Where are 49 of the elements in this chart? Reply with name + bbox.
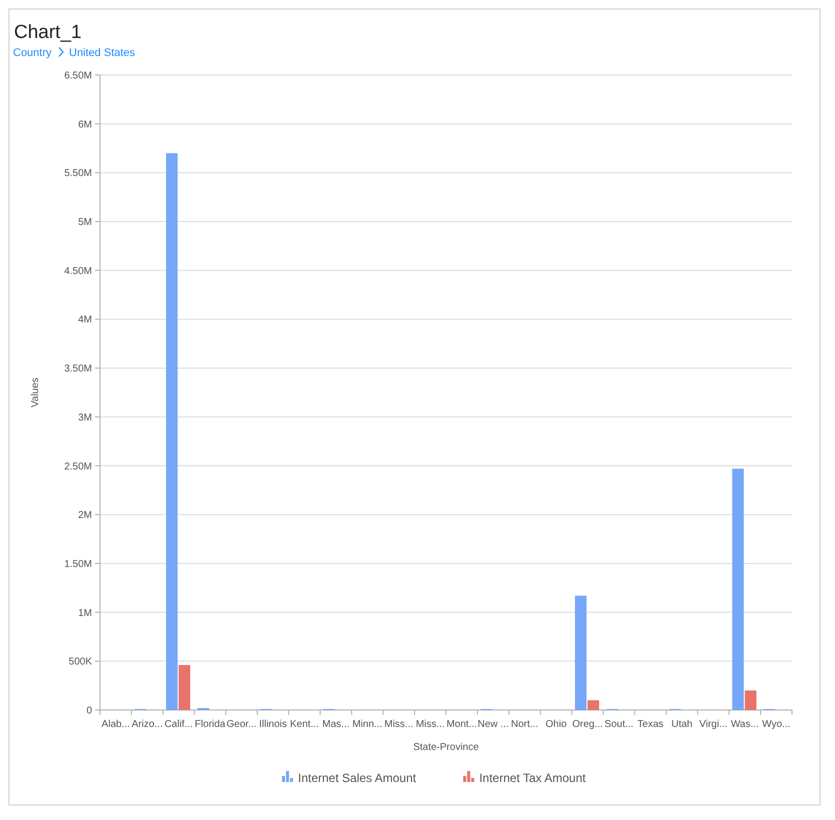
y-tick-label: 500K — [68, 656, 92, 668]
x-tick-label: Arizo... — [132, 719, 163, 730]
x-tick-label: Texas — [637, 719, 664, 730]
bar — [178, 665, 190, 710]
text: Country — [13, 47, 52, 59]
x-tick-label: Geor... — [226, 719, 257, 730]
x-tick-label: Ohio — [546, 719, 568, 730]
y-tick-label: 4M — [78, 314, 92, 326]
x-tick-label: Was... — [730, 719, 759, 730]
y-tick-label: 4.50M — [64, 266, 92, 277]
y-tick-label: 5.50M — [64, 168, 92, 180]
x-tick-label: Miss... — [384, 719, 414, 730]
x-axis-title: State-Province — [413, 742, 480, 753]
x-tick-label: Florida — [194, 719, 226, 730]
x-tick-label: Wyo... — [762, 719, 790, 730]
y-tick-label: 3.50M — [64, 364, 92, 375]
y-axis-title: Values — [30, 378, 41, 408]
legend-label: Internet Tax Amount — [479, 771, 586, 785]
y-tick-label: 3M — [78, 412, 92, 424]
text: United States — [69, 47, 136, 59]
x-tick-label: Utah — [671, 719, 692, 730]
y-tick-label: 6M — [78, 119, 92, 130]
x-tick-label: Mas... — [322, 719, 350, 730]
x-tick-label: Nort... — [511, 719, 538, 730]
y-tick-label: 5M — [78, 217, 92, 228]
chart-title: Chart_1 — [14, 22, 82, 43]
bar — [744, 690, 756, 710]
bar — [732, 468, 744, 710]
x-tick-label: Virgi... — [699, 719, 728, 730]
x-tick-label: Miss... — [416, 719, 445, 730]
x-tick-label: Alab... — [102, 719, 130, 730]
x-tick-label: Kent... — [290, 719, 319, 730]
x-tick-label: Illinois — [259, 719, 287, 730]
x-tick-label: Mont... — [446, 719, 478, 730]
y-tick-label: 0 — [86, 706, 92, 716]
y-tick-label: 2M — [78, 510, 92, 522]
x-tick-label: Calif... — [164, 719, 193, 730]
y-tick-label: 1.50M — [64, 558, 92, 570]
x-tick-label: New ... — [478, 719, 509, 730]
bar — [588, 700, 600, 710]
x-tick-label: Sout... — [604, 719, 634, 730]
x-tick-label: Oreg... — [572, 719, 603, 730]
y-tick-label: 6.50M — [64, 70, 92, 82]
legend-label: Internet Sales Amount — [298, 771, 417, 785]
y-tick-label: 1M — [78, 608, 92, 619]
y-tick-label: 2.50M — [64, 461, 92, 472]
bar — [166, 153, 178, 710]
x-tick-label: Minn... — [352, 719, 382, 730]
bar — [574, 596, 587, 710]
